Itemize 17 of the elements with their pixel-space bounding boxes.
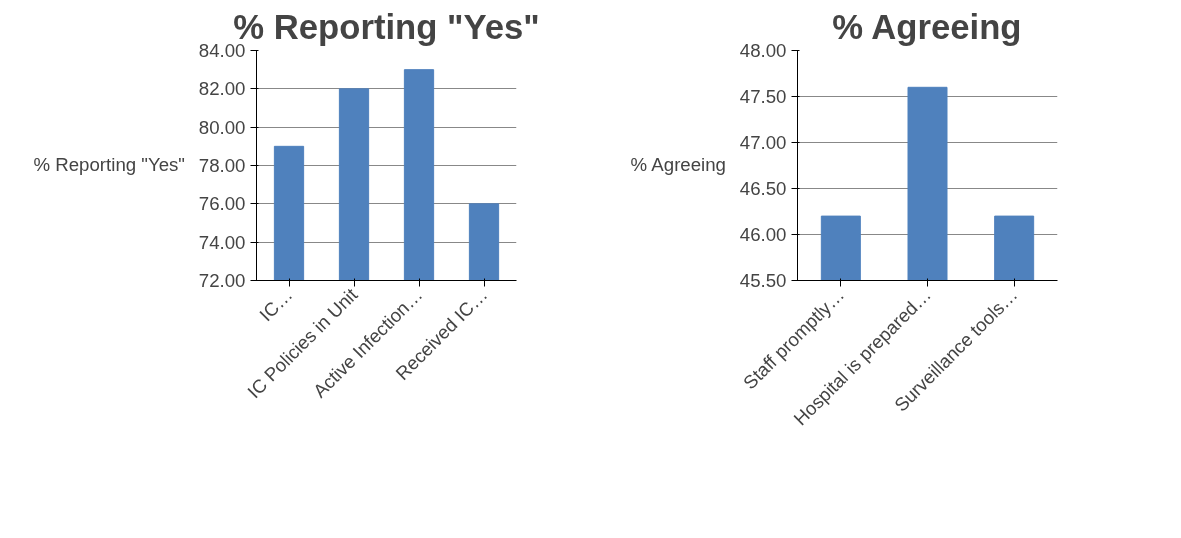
y-tick-label: 78.00 [198,155,246,176]
x-tick-label: IC… [255,284,297,326]
y-tick-label: 45.50 [739,270,787,291]
text: % Agreeing [630,154,726,176]
y-tick-label: 46.00 [739,224,787,245]
y-tick-label: 46.50 [739,178,787,199]
y-tick-label: 74.00 [198,231,246,253]
chart-title: % Agreeing [832,7,1022,46]
text: % Reporting "Yes" [33,154,185,176]
y-tick-label: 72.00 [198,270,246,291]
y-tick-label: 48.00 [739,40,787,61]
y-tick-label: 47.50 [739,86,787,107]
y-tick-label: 47.00 [739,132,787,153]
y-tick-label: 84.00 [198,40,246,61]
y-tick-label: 76.00 [198,193,246,215]
y-tick-label: 80.00 [198,116,246,138]
y-tick-label: 82.00 [198,78,246,100]
